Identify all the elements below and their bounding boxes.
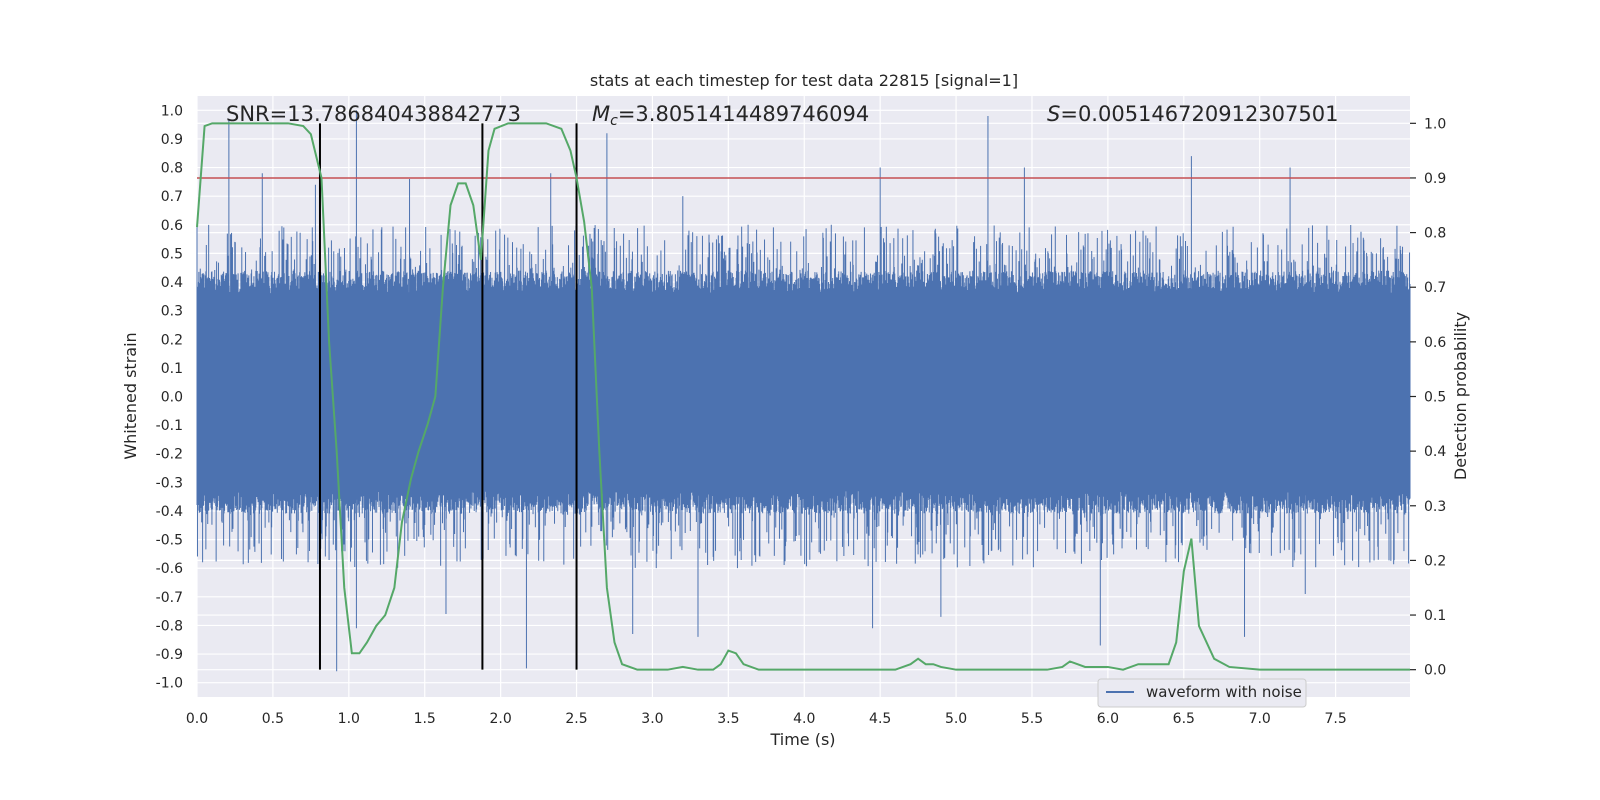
- y-tick-label: 0.6: [161, 218, 183, 234]
- y2-tick-label: 0.1: [1424, 608, 1446, 624]
- x-tick-label: 6.0: [1097, 711, 1119, 727]
- mc-value: =3.8051414489746094: [618, 102, 869, 126]
- y-tick-label: 0.7: [161, 189, 183, 205]
- x-tick-label: 1.0: [338, 711, 360, 727]
- x-tick-label: 2.0: [489, 711, 511, 727]
- x-tick-label: 6.5: [1173, 711, 1195, 727]
- mc-subscript: c: [610, 113, 618, 129]
- y2-tick-label: 0.7: [1424, 280, 1446, 296]
- y2-axis-label: Detection probability: [1451, 312, 1470, 480]
- y-tick-label: -0.9: [156, 647, 183, 663]
- y2-tick-label: 0.6: [1424, 335, 1446, 351]
- s-symbol: S: [1047, 102, 1060, 126]
- y2-tick-label: 0.2: [1424, 553, 1446, 569]
- axes: 0.0 0.5 1.0 1.5 2.0 2.5 3.0 3.5 4.0 4.5 5.0 5.5 6.0 6…: [156, 103, 1447, 727]
- y-tick-label: -0.1: [156, 418, 183, 434]
- chirp-mass-annotation: Mc=3.8051414489746094: [592, 102, 869, 129]
- y-tick-label: -0.7: [156, 590, 183, 606]
- y-tick-label: 0.3: [161, 304, 183, 320]
- y-tick-label: -0.2: [156, 447, 183, 463]
- chart-title: stats at each timestep for test data 228…: [590, 71, 1018, 90]
- legend-label: waveform with noise: [1146, 683, 1302, 701]
- y2-tick-label: 0.4: [1424, 444, 1446, 460]
- vertical-markers: [318, 123, 578, 670]
- x-tick-label: 0.5: [262, 711, 284, 727]
- x-tick-label: 4.5: [869, 711, 891, 727]
- y-tick-label: 0.1: [161, 361, 183, 377]
- y2-tick-label: 0.3: [1424, 499, 1446, 515]
- y2-tick-label: 0.9: [1424, 171, 1446, 187]
- probability-series: [196, 122, 1410, 671]
- y-tick-label: 0.5: [161, 246, 183, 262]
- x-tick-label: 5.5: [1021, 711, 1043, 727]
- x-tick-label: 4.0: [793, 711, 815, 727]
- y-tick-label: -0.8: [156, 618, 183, 634]
- legend: waveform with noise: [1097, 678, 1307, 708]
- y-tick-label: -1.0: [156, 676, 183, 692]
- x-tick-label: 3.5: [717, 711, 739, 727]
- x-tick-label: 0.0: [186, 711, 208, 727]
- legend-box: [1097, 678, 1307, 708]
- y2-tick-label: 0.5: [1424, 390, 1446, 406]
- s-annotation: S=0.005146720912307501: [1047, 102, 1338, 126]
- y-tick-label: -0.3: [156, 475, 183, 491]
- y-tick-label: 0.2: [161, 332, 183, 348]
- y-tick-label: 0.9: [161, 132, 183, 148]
- y-tick-label: -0.5: [156, 533, 183, 549]
- x-tick-label: 7.5: [1324, 711, 1346, 727]
- y-tick-label: -0.4: [156, 504, 183, 520]
- s-value: =0.005146720912307501: [1060, 102, 1338, 126]
- snr-annotation: SNR=13.786840438842773: [226, 102, 521, 126]
- x-tick-label: 7.0: [1249, 711, 1271, 727]
- y-tick-label: 0.4: [161, 275, 183, 291]
- y2-tick-label: 0.8: [1424, 226, 1446, 242]
- y2-tick-label: 0.0: [1424, 663, 1446, 679]
- x-tick-label: 3.0: [641, 711, 663, 727]
- snr-value: 13.786840438842773: [287, 102, 521, 126]
- y-tick-label: 0.0: [161, 390, 183, 406]
- x-tick-label: 2.5: [565, 711, 587, 727]
- y-axis-label: Whitened strain: [121, 332, 140, 459]
- y-tick-label: -0.6: [156, 561, 183, 577]
- probability-line: [196, 122, 1410, 671]
- x-tick-label: 5.0: [945, 711, 967, 727]
- y-tick-label: 0.8: [161, 161, 183, 177]
- snr-prefix: SNR=: [226, 102, 287, 126]
- x-tick-label: 1.5: [414, 711, 436, 727]
- y-tick-label: 1.0: [161, 103, 183, 119]
- mc-symbol: M: [592, 102, 610, 126]
- y2-tick-label: 1.0: [1424, 116, 1446, 132]
- x-axis-label: Time (s): [769, 730, 835, 749]
